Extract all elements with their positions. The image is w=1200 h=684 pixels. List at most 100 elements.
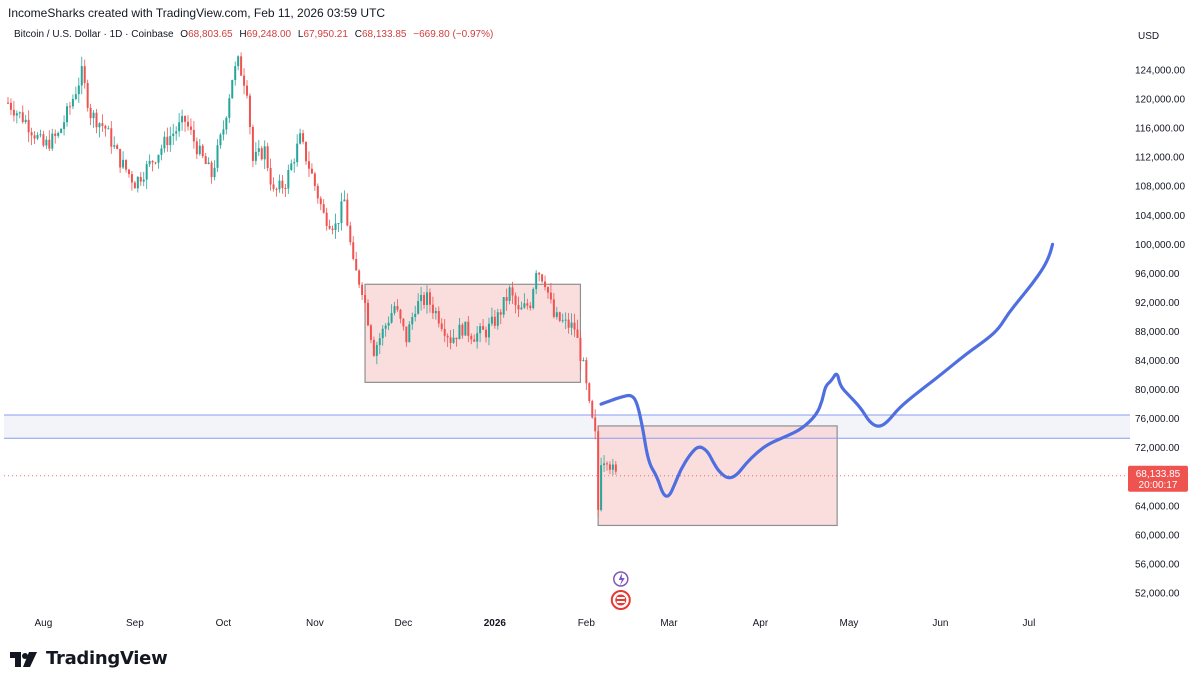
candle [567, 312, 570, 334]
candle [213, 160, 216, 181]
candle-body [142, 179, 145, 182]
projection-layer [599, 242, 1055, 498]
candle-body [9, 102, 12, 110]
candle [555, 306, 558, 320]
candle-body [514, 295, 517, 306]
candle [420, 286, 423, 311]
candle [231, 79, 234, 99]
x-tick-label: May [839, 618, 858, 629]
x-tick-label: Feb [578, 618, 596, 629]
candle [92, 109, 95, 128]
candle [597, 425, 600, 517]
candle-body [24, 119, 27, 123]
x-tick-label: Jun [932, 618, 948, 629]
candle-body [505, 297, 508, 301]
candle [608, 461, 611, 475]
candle-body [381, 328, 384, 339]
candle [101, 114, 104, 132]
candle [514, 292, 517, 314]
candle [287, 164, 290, 194]
y-tick-label: 52,000.00 [1135, 589, 1180, 600]
y-axis[interactable]: 124,000.00 120,000.00 116,000.00 112,000.00… [1135, 66, 1185, 600]
candle-body [402, 318, 405, 327]
candle [15, 110, 18, 124]
candle-body [290, 163, 293, 170]
candle [42, 130, 45, 148]
candle [33, 131, 36, 145]
candle-body [269, 168, 272, 185]
candle [228, 94, 231, 123]
candle [163, 131, 166, 153]
candle-body [366, 302, 369, 326]
candle [361, 282, 364, 301]
y-tick-label: 64,000.00 [1135, 501, 1180, 512]
candle [122, 151, 125, 169]
candle-body [30, 132, 33, 136]
candle [77, 77, 80, 103]
candle-body [166, 136, 169, 146]
candle [154, 161, 157, 165]
candle [428, 288, 431, 313]
candle-body [603, 463, 606, 466]
candle [186, 115, 189, 131]
candle [517, 296, 520, 317]
candle [490, 307, 493, 327]
candle-body [346, 199, 349, 226]
x-axis[interactable]: Aug Sep Oct Nov Dec 2026 Feb Mar Apr May Jun Jul [35, 618, 1036, 629]
candle [116, 143, 119, 150]
candle-body [57, 132, 60, 136]
candle [579, 331, 582, 371]
candle [496, 308, 499, 330]
candle [402, 318, 405, 331]
candle [195, 137, 198, 159]
candle-body [139, 176, 142, 182]
candle [446, 333, 449, 347]
candle-body [440, 323, 443, 329]
candle-body [48, 139, 51, 149]
candle-body [181, 116, 184, 123]
candle-body [396, 306, 399, 310]
close-value: 68,133.85 [361, 29, 407, 40]
candle [248, 93, 251, 135]
candle [9, 98, 12, 115]
candle [340, 192, 343, 231]
candle [393, 301, 396, 316]
candle [68, 101, 71, 115]
candle [45, 136, 48, 150]
candle [349, 221, 352, 246]
candle [576, 319, 579, 338]
candle [296, 134, 299, 167]
candle-body [231, 79, 234, 99]
candle [293, 158, 296, 173]
tradingview-logo[interactable]: TradingView [10, 648, 168, 669]
candle-body [39, 134, 42, 136]
symbol-label[interactable]: Bitcoin / U.S. Dollar · 1D · Coinbase [14, 29, 174, 40]
candle-body [340, 201, 343, 224]
range-box-1 [364, 283, 582, 383]
candle [27, 110, 30, 143]
candle-body [561, 320, 564, 322]
candle [532, 287, 535, 310]
candle [12, 100, 15, 122]
candle [325, 207, 328, 231]
candle-body [243, 75, 246, 86]
event-icons[interactable] [610, 571, 631, 610]
candle [611, 458, 614, 476]
candle-body [399, 309, 402, 319]
candle-body [248, 95, 251, 127]
candle-body [18, 112, 21, 114]
candle [51, 128, 54, 152]
candle [523, 293, 526, 309]
candle [166, 127, 169, 152]
candle-body [493, 316, 496, 326]
candle-body [104, 125, 107, 129]
candle [237, 55, 240, 71]
candle-body [237, 56, 240, 67]
candle [573, 313, 576, 337]
y-tick-label: 112,000.00 [1135, 153, 1185, 164]
candle-body [299, 133, 302, 144]
candle [405, 326, 408, 347]
candle [467, 315, 470, 343]
candle-body [7, 102, 9, 104]
